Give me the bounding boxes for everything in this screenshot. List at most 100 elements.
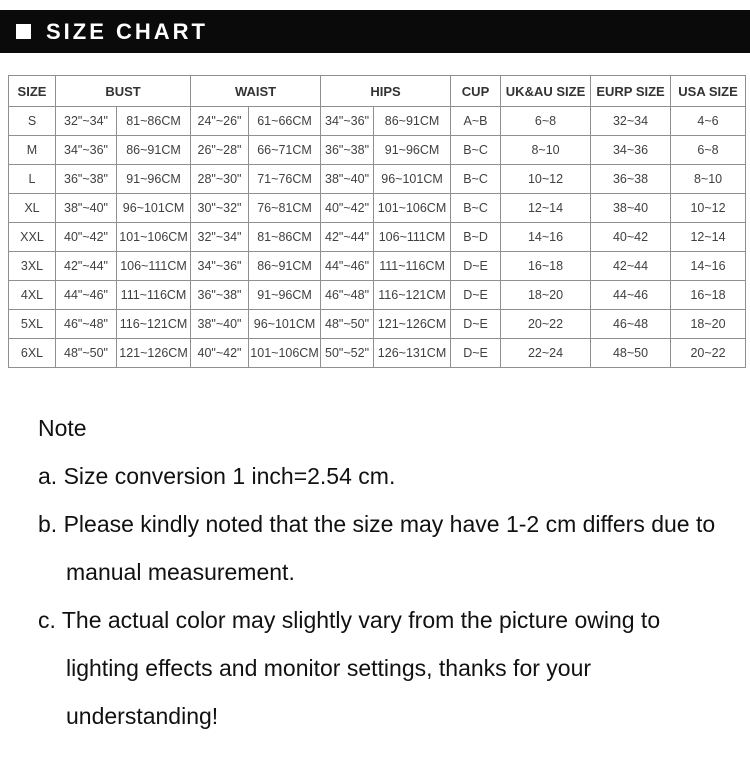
- value-cell: 86~91CM: [248, 251, 322, 281]
- value-cell: 40"~42": [190, 338, 250, 368]
- column-header: UK&AU SIZE: [500, 75, 592, 107]
- size-cell: 4XL: [8, 280, 56, 310]
- table-header-row: SIZE BUST WAIST HIPS CUP UK&AU SIZE EURP SIZE U…: [8, 75, 747, 107]
- note-item-c: c. The actual color may slightly vary fr…: [38, 607, 661, 729]
- value-cell: 76~81CM: [248, 193, 322, 223]
- value-cell: 20~22: [670, 338, 747, 368]
- value-cell: 50"~52": [320, 338, 375, 368]
- size-chart-title-bar: SIZE CHART: [0, 10, 750, 53]
- value-cell: 111~116CM: [115, 280, 192, 310]
- value-cell: 96~101CM: [115, 193, 192, 223]
- value-cell: 44"~46": [320, 251, 375, 281]
- value-cell: 26"~28": [190, 135, 250, 165]
- size-cell: S: [8, 106, 56, 136]
- value-cell: 6~8: [670, 135, 747, 165]
- size-cell: M: [8, 135, 56, 165]
- value-cell: 38~40: [590, 193, 672, 223]
- value-cell: 10~12: [670, 193, 747, 223]
- value-cell: 32"~34": [190, 222, 250, 252]
- column-header: HIPS: [320, 75, 452, 107]
- size-cell: XXL: [8, 222, 56, 252]
- table-row: L 36"~38" 91~96CM 28"~30" 71~76CM 38"~40" 96~1…: [8, 164, 747, 194]
- value-cell: 28"~30": [190, 164, 250, 194]
- value-cell: 91~96CM: [373, 135, 452, 165]
- value-cell: 46"~48": [320, 280, 375, 310]
- value-cell: 36"~38": [320, 135, 375, 165]
- value-cell: 34~36: [590, 135, 672, 165]
- value-cell: 66~71CM: [248, 135, 322, 165]
- value-cell: 12~14: [500, 193, 592, 223]
- value-cell: 36~38: [590, 164, 672, 194]
- table-row: 4XL 44"~46" 111~116CM 36"~38" 91~96CM 46"~48"…: [8, 280, 747, 310]
- value-cell: 20~22: [500, 309, 592, 339]
- value-cell: 121~126CM: [373, 309, 452, 339]
- table-row: M 34"~36" 86~91CM 26"~28" 66~71CM 36"~38" 91~9…: [8, 135, 747, 165]
- column-header: SIZE: [8, 75, 56, 107]
- value-cell: 106~111CM: [115, 251, 192, 281]
- column-header: BUST: [54, 75, 192, 107]
- value-cell: 42"~44": [55, 251, 117, 281]
- value-cell: 116~121CM: [373, 280, 452, 310]
- notes-section: Note a. Size conversion 1 inch=2.54 cm. …: [38, 404, 735, 740]
- value-cell: 46"~48": [55, 309, 117, 339]
- value-cell: 40"~42": [55, 222, 117, 252]
- value-cell: 106~111CM: [373, 222, 452, 252]
- value-cell: 42"~44": [320, 222, 375, 252]
- page-title: SIZE CHART: [46, 18, 208, 44]
- value-cell: 34"~36": [55, 135, 117, 165]
- value-cell: 38"~40": [190, 309, 250, 339]
- column-header: WAIST: [190, 75, 322, 107]
- table-row: 6XL 48"~50" 121~126CM 40"~42" 101~106CM 50"~5…: [8, 338, 747, 368]
- value-cell: D~E: [450, 251, 502, 281]
- table-row: XL 38"~40" 96~101CM 30"~32" 76~81CM 40"~42" 10…: [8, 193, 747, 223]
- value-cell: 111~116CM: [373, 251, 452, 281]
- notes-title: Note: [38, 415, 87, 441]
- value-cell: 44"~46": [55, 280, 117, 310]
- value-cell: 44~46: [590, 280, 672, 310]
- value-cell: 8~10: [500, 135, 592, 165]
- value-cell: 14~16: [670, 251, 747, 281]
- value-cell: D~E: [450, 338, 502, 368]
- value-cell: 46~48: [590, 309, 672, 339]
- value-cell: 81~86CM: [115, 106, 192, 136]
- value-cell: 71~76CM: [248, 164, 322, 194]
- value-cell: 38"~40": [55, 193, 117, 223]
- value-cell: 101~106CM: [373, 193, 452, 223]
- value-cell: 4~6: [670, 106, 747, 136]
- value-cell: 16~18: [670, 280, 747, 310]
- value-cell: A~B: [450, 106, 502, 136]
- value-cell: 22~24: [500, 338, 592, 368]
- value-cell: 86~91CM: [115, 135, 192, 165]
- size-cell: 5XL: [8, 309, 56, 339]
- size-cell: 6XL: [8, 338, 56, 368]
- value-cell: B~C: [450, 164, 502, 194]
- value-cell: 86~91CM: [373, 106, 452, 136]
- white-square-bullet-icon: [16, 24, 31, 39]
- value-cell: 32"~34": [55, 106, 117, 136]
- value-cell: 96~101CM: [373, 164, 452, 194]
- value-cell: 38"~40": [320, 164, 375, 194]
- value-cell: 24"~26": [190, 106, 250, 136]
- value-cell: 116~121CM: [115, 309, 192, 339]
- note-item-a: a. Size conversion 1 inch=2.54 cm.: [38, 463, 396, 489]
- value-cell: 34"~36": [320, 106, 375, 136]
- size-cell: XL: [8, 193, 56, 223]
- value-cell: 32~34: [590, 106, 672, 136]
- value-cell: 91~96CM: [248, 280, 322, 310]
- value-cell: B~C: [450, 135, 502, 165]
- size-chart-table: SIZE BUST WAIST HIPS CUP UK&AU SIZE EURP SIZE U…: [8, 75, 747, 368]
- column-header: USA SIZE: [670, 75, 747, 107]
- size-cell: 3XL: [8, 251, 56, 281]
- table-row: 5XL 46"~48" 116~121CM 38"~40" 96~101CM 48"~50…: [8, 309, 747, 339]
- value-cell: 16~18: [500, 251, 592, 281]
- value-cell: 126~131CM: [373, 338, 452, 368]
- value-cell: B~D: [450, 222, 502, 252]
- column-header: CUP: [450, 75, 502, 107]
- value-cell: 42~44: [590, 251, 672, 281]
- value-cell: 101~106CM: [115, 222, 192, 252]
- table-row: XXL 40"~42" 101~106CM 32"~34" 81~86CM 42"~44"…: [8, 222, 747, 252]
- size-cell: L: [8, 164, 56, 194]
- value-cell: D~E: [450, 309, 502, 339]
- value-cell: 81~86CM: [248, 222, 322, 252]
- value-cell: 121~126CM: [115, 338, 192, 368]
